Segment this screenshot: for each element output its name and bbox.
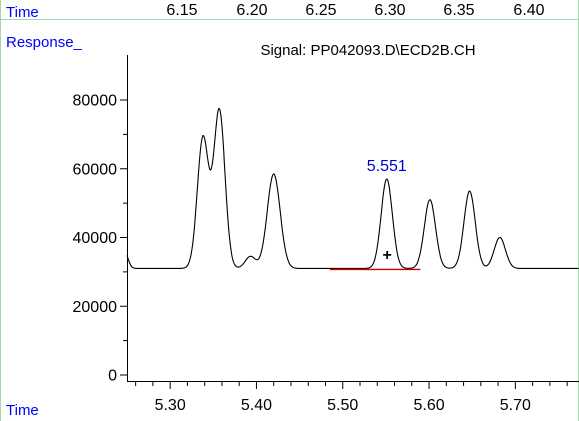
signal-trace [126, 107, 579, 269]
y-tick-label: 0 [108, 368, 117, 385]
y-tick-label: 60000 [73, 161, 118, 178]
x-axis-ticks: 5.30 5.40 5.50 5.60 5.70 [135, 381, 568, 414]
top-axis-ticks: 6.15 6.20 6.25 6.30 6.35 6.40 [166, 2, 544, 19]
top-axis-tick-label: 6.30 [374, 2, 405, 19]
y-axis-label: Response_ [6, 34, 83, 51]
x-tick-label: 5.50 [327, 397, 358, 414]
chart-title: Signal: PP042093.D\ECD2B.CH [260, 42, 475, 59]
top-axis-tick-label: 6.40 [513, 2, 544, 19]
y-axis-ticks: 0 20000 40000 60000 80000 [73, 93, 127, 385]
y-tick-label: 20000 [73, 299, 118, 316]
x-tick-label: 5.40 [241, 397, 272, 414]
x-tick-label: 5.70 [500, 397, 531, 414]
top-axis-tick-label: 6.20 [236, 2, 267, 19]
top-axis-label: Time [6, 4, 39, 21]
x-tick-label: 5.60 [413, 397, 444, 414]
peak-label: 5.551 [367, 158, 407, 175]
top-axis-tick-label: 6.15 [166, 2, 197, 19]
x-axis-label: Time [6, 402, 39, 419]
peak-marker: + [383, 247, 392, 264]
x-tick-label: 5.30 [155, 397, 186, 414]
top-axis-tick-label: 6.35 [443, 2, 474, 19]
y-tick-label: 80000 [73, 93, 118, 110]
top-axis-tick-label: 6.25 [305, 2, 336, 19]
y-tick-label: 40000 [73, 230, 118, 247]
